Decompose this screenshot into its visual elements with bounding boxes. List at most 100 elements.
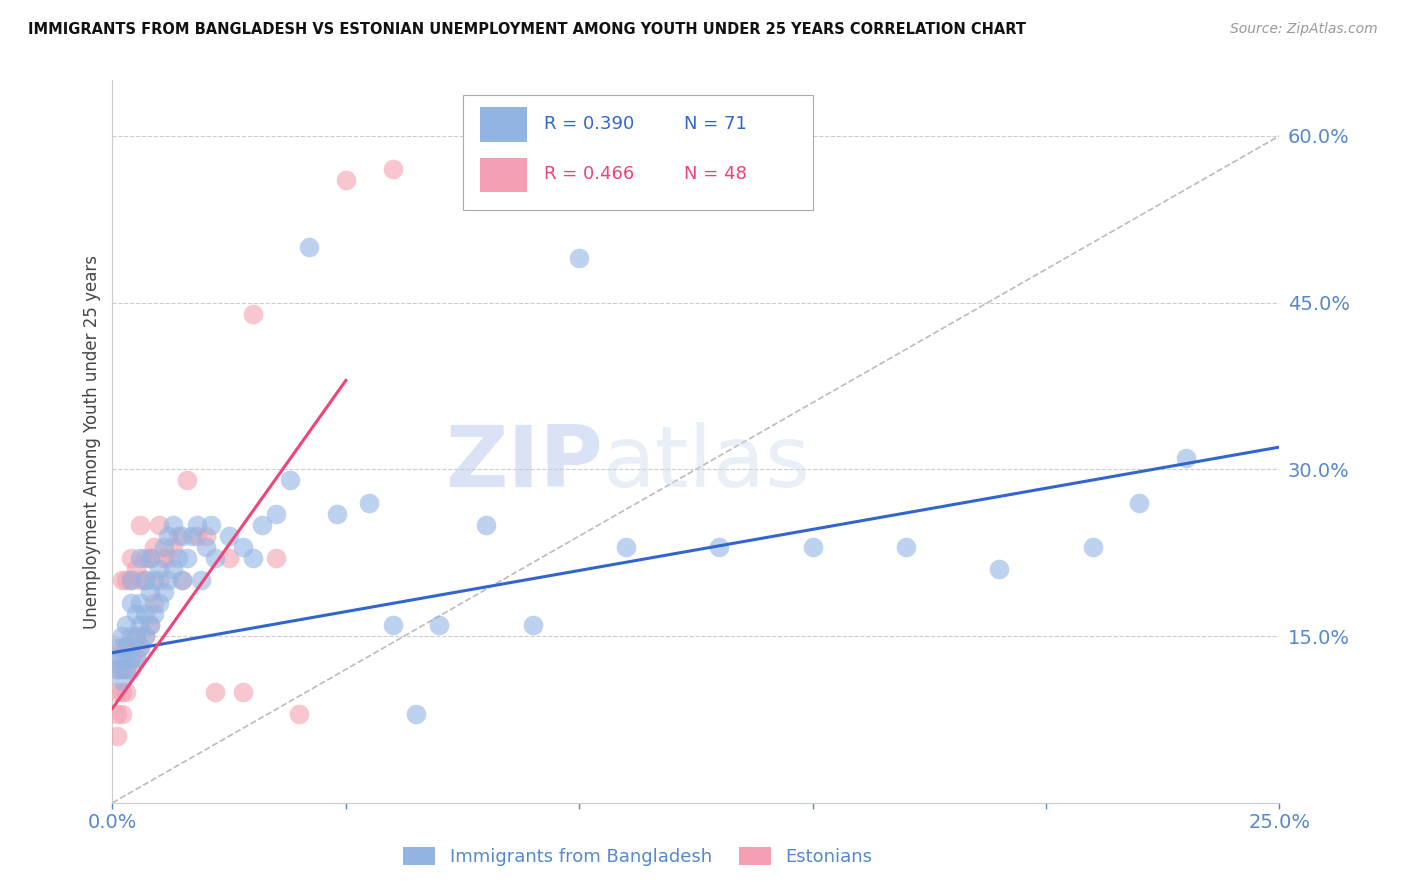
Text: Source: ZipAtlas.com: Source: ZipAtlas.com (1230, 22, 1378, 37)
Point (120, 574, 142, 588)
Point (105, 706, 128, 721)
Point (427, 618, 450, 632)
Point (139, 584, 162, 599)
Point (801, 540, 824, 554)
Text: R = 0.466: R = 0.466 (544, 165, 634, 183)
Text: N = 48: N = 48 (685, 165, 747, 183)
Point (381, 162, 404, 177)
Point (186, 517, 208, 532)
Text: ZIP: ZIP (444, 422, 603, 505)
Point (105, 651, 128, 665)
Text: N = 71: N = 71 (685, 115, 747, 133)
Point (148, 517, 170, 532)
FancyBboxPatch shape (479, 158, 527, 193)
Point (115, 640, 138, 655)
Point (1175, 451, 1198, 466)
Point (111, 629, 134, 643)
Point (153, 584, 176, 599)
Point (172, 574, 194, 588)
Point (180, 529, 202, 543)
Point (120, 640, 142, 655)
Point (325, 507, 347, 521)
Point (139, 618, 162, 632)
Point (111, 673, 134, 688)
FancyBboxPatch shape (479, 107, 527, 142)
Point (134, 574, 156, 588)
Point (134, 574, 156, 588)
Point (120, 551, 142, 566)
Point (120, 662, 142, 676)
Point (1081, 540, 1104, 554)
Point (129, 596, 152, 610)
Point (111, 651, 134, 665)
Point (111, 662, 134, 676)
Point (125, 607, 148, 621)
Point (129, 551, 152, 566)
Text: IMMIGRANTS FROM BANGLADESH VS ESTONIAN UNEMPLOYMENT AMONG YOUTH UNDER 25 YEARS C: IMMIGRANTS FROM BANGLADESH VS ESTONIAN U… (28, 22, 1026, 37)
Point (153, 551, 176, 566)
Point (111, 662, 134, 676)
Point (153, 540, 176, 554)
Point (162, 540, 184, 554)
Point (166, 551, 188, 566)
Point (162, 562, 184, 576)
Point (278, 474, 301, 488)
Point (232, 684, 254, 698)
Point (405, 706, 427, 721)
Point (200, 517, 222, 532)
Point (1128, 496, 1150, 510)
Point (120, 629, 142, 643)
Point (204, 551, 226, 566)
Point (250, 517, 273, 532)
Point (172, 574, 194, 588)
Point (264, 551, 287, 566)
Point (176, 551, 198, 566)
Point (194, 540, 217, 554)
Point (134, 607, 156, 621)
Point (359, 496, 381, 510)
Point (111, 640, 134, 655)
Point (143, 607, 166, 621)
Point (288, 706, 311, 721)
Point (129, 574, 152, 588)
Point (172, 529, 194, 543)
Text: R = 0.390: R = 0.390 (544, 115, 634, 133)
Point (111, 706, 134, 721)
Point (894, 540, 917, 554)
Point (157, 551, 180, 566)
Point (166, 529, 188, 543)
FancyBboxPatch shape (463, 95, 813, 211)
Point (157, 529, 180, 543)
Point (475, 517, 498, 532)
Point (297, 240, 319, 254)
Point (186, 529, 208, 543)
Point (115, 662, 138, 676)
Point (129, 640, 152, 655)
Point (218, 529, 240, 543)
Point (709, 540, 731, 554)
Point (105, 662, 128, 676)
Text: atlas: atlas (603, 422, 811, 505)
Legend: Immigrants from Bangladesh, Estonians: Immigrants from Bangladesh, Estonians (395, 839, 880, 873)
Point (242, 551, 264, 566)
Point (264, 507, 287, 521)
Point (335, 173, 357, 187)
Point (232, 540, 254, 554)
Point (162, 517, 184, 532)
Point (115, 662, 138, 676)
Point (134, 629, 156, 643)
Point (568, 251, 591, 265)
Point (115, 684, 138, 698)
Point (157, 574, 180, 588)
Point (522, 618, 544, 632)
Point (143, 574, 166, 588)
Point (111, 574, 134, 588)
Point (129, 517, 152, 532)
Point (139, 551, 162, 566)
Point (242, 307, 264, 321)
Point (143, 596, 166, 610)
Point (129, 618, 152, 632)
Point (218, 551, 240, 566)
Point (190, 574, 212, 588)
Point (139, 618, 162, 632)
